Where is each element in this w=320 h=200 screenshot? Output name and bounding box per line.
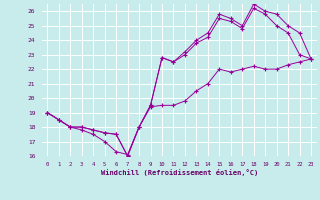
X-axis label: Windchill (Refroidissement éolien,°C): Windchill (Refroidissement éolien,°C) <box>100 169 258 176</box>
